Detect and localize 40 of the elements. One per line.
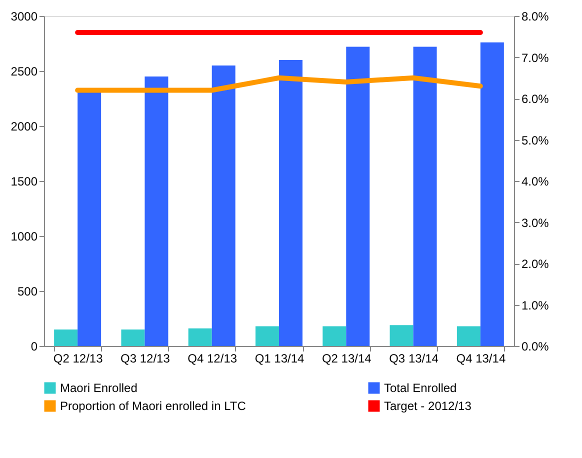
x-tick-label: Q4 12/13	[188, 352, 238, 366]
y-tick-label: 0	[30, 340, 38, 354]
y-tick-label: 2500	[10, 64, 38, 78]
y2-tick-label: 8.0%	[522, 10, 550, 24]
y2-tick-label: 1.0%	[522, 298, 550, 312]
x-tick-label: Q1 13/14	[254, 352, 305, 366]
x-tick-label: Q4 13/14	[456, 352, 506, 366]
y2-tick-label: 6.0%	[522, 92, 550, 106]
y2-tick-label: 0.0%	[522, 340, 550, 354]
bar	[390, 325, 414, 346]
bar	[480, 42, 504, 346]
y-tick-label: 1500	[10, 174, 38, 188]
legend-label: Maori Enrolled	[60, 381, 138, 395]
legend-label: Total Enrolled	[384, 381, 457, 395]
x-tick-label: Q2 12/13	[53, 352, 104, 366]
bar	[279, 60, 302, 346]
bar	[322, 326, 346, 346]
y-tick-label: 2000	[10, 120, 38, 134]
bar	[456, 326, 480, 346]
y-tick-label: 500	[17, 284, 38, 298]
y-tick-label: 3000	[10, 10, 38, 24]
y2-tick-label: 7.0%	[522, 50, 550, 65]
bar	[121, 330, 145, 346]
y2-tick-label: 4.0%	[522, 174, 550, 188]
legend-label: Proportion of Maori enrolled in LTC	[60, 399, 246, 413]
legend-label: Target - 2012/13	[384, 399, 472, 413]
bar	[54, 330, 78, 346]
bar	[144, 76, 168, 346]
bar	[188, 328, 212, 346]
x-tick-label: Q3 13/14	[389, 352, 439, 366]
x-tick-label: Q2 13/14	[322, 352, 372, 366]
bar	[212, 66, 236, 346]
bar	[346, 46, 370, 346]
bar	[256, 326, 279, 346]
y2-tick-label: 3.0%	[522, 216, 550, 230]
y-tick-label: 1000	[10, 230, 38, 244]
y2-tick-label: 2.0%	[522, 257, 550, 271]
y2-tick-label: 5.0%	[522, 133, 550, 148]
x-tick-label: Q3 12/13	[120, 352, 170, 366]
bar	[413, 46, 437, 346]
